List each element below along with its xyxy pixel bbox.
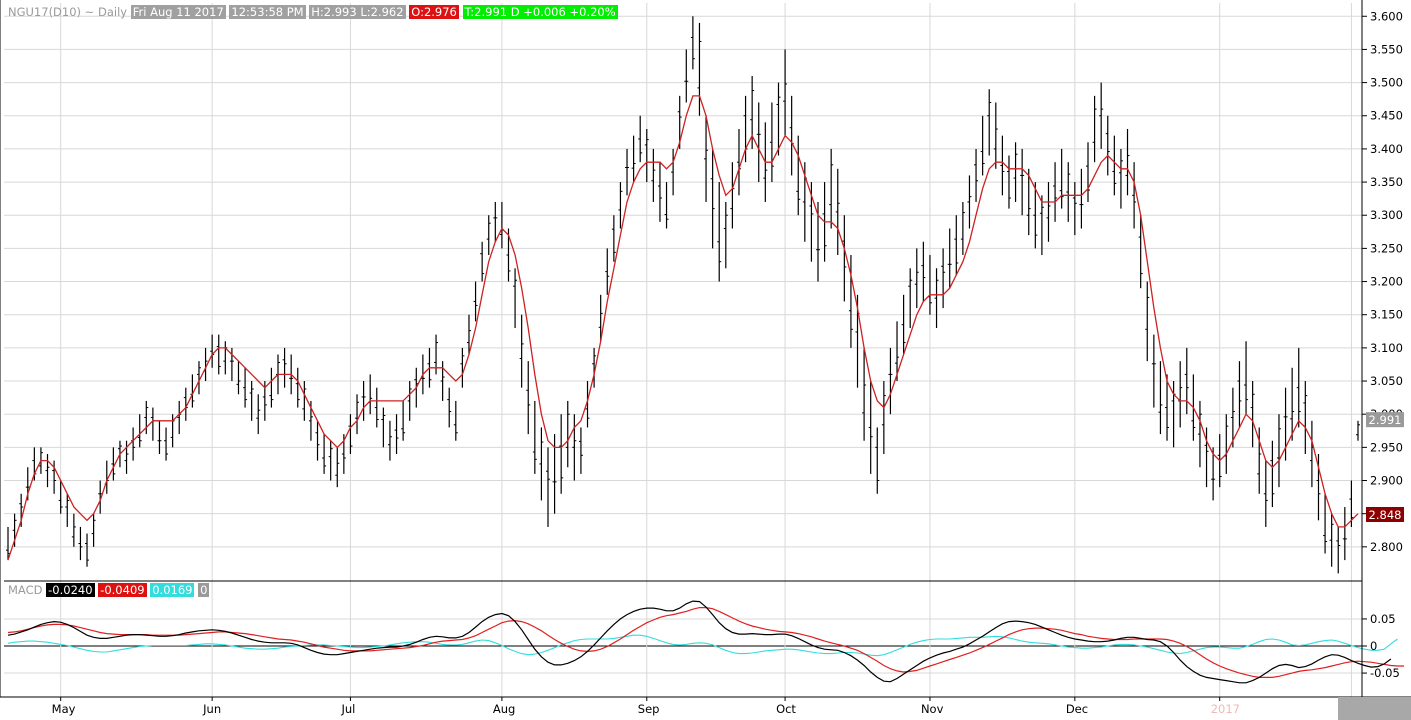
- last-price-badge-text: 2.991: [1369, 413, 1402, 427]
- high-low-box: H:2.993 L:2.962: [309, 5, 406, 19]
- price-tick-label: 3.200: [1370, 275, 1403, 289]
- date-box: Fri Aug 11 2017: [130, 5, 226, 19]
- open-box: O:2.976: [409, 5, 459, 19]
- price-badges: 2.991 2.848: [1338, 412, 1411, 720]
- macd-axis-ticks: 0.05 0 -0.05: [1362, 612, 1400, 680]
- price-tick-label: 3.450: [1370, 109, 1403, 123]
- header-bar: NGU17(D10) ~ Daily Fri Aug 11 2017 12:53…: [8, 5, 618, 20]
- zero-box: 0: [198, 583, 210, 597]
- ma-value-badge-bg: [1366, 507, 1404, 523]
- price-tick-label: 3.300: [1370, 208, 1403, 222]
- time-tick-label: Dec: [1066, 702, 1088, 716]
- signal-value-box: -0.0409: [98, 583, 147, 597]
- time-tick-label: Jul: [340, 702, 355, 716]
- price-tick-label: 3.050: [1370, 374, 1403, 388]
- price-tick-label: 2.900: [1370, 474, 1403, 488]
- symbol-label: NGU17(D10) ~ Daily: [8, 5, 128, 19]
- time-box: 12:53:58 PM: [229, 5, 306, 19]
- price-tick-label: 3.150: [1370, 308, 1403, 322]
- price-tick-label: 3.250: [1370, 241, 1403, 255]
- price-tick-label: 3.350: [1370, 175, 1403, 189]
- time-tick-label: Nov: [921, 702, 944, 716]
- price-tick-label: 3.600: [1370, 9, 1403, 23]
- price-tick-label: 3.400: [1370, 142, 1403, 156]
- macd-header: MACD -0.0240 -0.0409 0.0169 0: [8, 583, 210, 597]
- price-tick-label: 3.100: [1370, 341, 1403, 355]
- macd-tick-label: -0.05: [1370, 666, 1400, 680]
- time-tick-label: May: [52, 702, 76, 716]
- price-tick-label: 3.500: [1370, 76, 1403, 90]
- time-tick-label: Sep: [638, 702, 660, 716]
- macd-label: MACD: [8, 583, 43, 597]
- ma-value-badge-text: 2.848: [1369, 508, 1402, 522]
- ma-value-badge: 2.848: [1366, 507, 1404, 523]
- time-axis-scroll-handle[interactable]: [1338, 697, 1411, 720]
- macd-panel: [7, 600, 1405, 684]
- macd-tick-label: 0.05: [1370, 612, 1396, 626]
- time-tick-label: Jun: [202, 702, 221, 716]
- time-tick-label: Oct: [776, 702, 796, 716]
- time-tick-label: 2017: [1211, 702, 1240, 716]
- price-tick-label: 2.800: [1370, 540, 1403, 554]
- ma-line: [7, 95, 1359, 561]
- price-bars: [6, 16, 1360, 574]
- macd-hist-line: [7, 634, 1398, 657]
- last-price-badge-bg: [1366, 412, 1404, 428]
- hist-value-box: 0.0169: [150, 583, 195, 597]
- last-price-badge: 2.991: [1366, 412, 1404, 428]
- macd-tick-label: 0: [1370, 639, 1377, 653]
- macd-line: [7, 600, 1392, 684]
- macd-value-box: -0.0240: [46, 583, 95, 597]
- last-change-box: T:2.991 D +0.006 +0.20%: [462, 5, 618, 19]
- time-tick-label: Aug: [493, 702, 515, 716]
- moving-average: [7, 95, 1359, 561]
- price-tick-label: 3.550: [1370, 42, 1403, 56]
- price-tick-label: 2.950: [1370, 440, 1403, 454]
